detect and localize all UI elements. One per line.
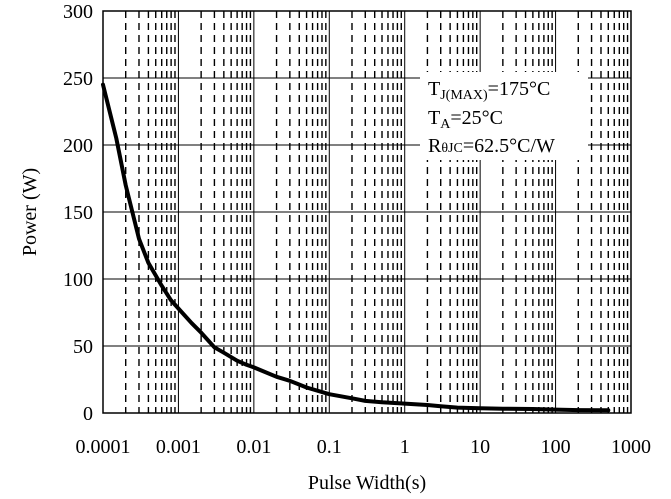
y-tick-label: 150 [63,202,93,224]
x-tick-label: 0.001 [156,436,201,458]
annotation-r-main: R [428,135,442,157]
y-axis-title: Power (W) [19,168,41,256]
x-tick-label: 100 [541,436,571,458]
annotation-r-sub: θJC [441,141,463,156]
annotation-box: TJ(MAX)=175°C TA=25°C RθJC=62.5°C/W [420,72,588,160]
series-line [101,82,611,413]
x-tick-label: 10 [470,436,490,458]
tick-labels: 0.0001 0.001 0.01 0.1 1 10 100 1000 0 50 100 150 200… [63,1,651,458]
x-tick-label: 1 [400,436,410,458]
annotation-tj-sub: J(MAX) [440,88,488,103]
y-tick-label: 50 [73,336,93,358]
y-tick-label: 200 [63,135,93,157]
plot-frame [102,10,632,414]
x-tick-label: 1000 [611,436,651,458]
annotation-line-tj: TJ(MAX)=175°C [428,78,550,103]
grid [102,10,631,414]
annotation-tj-main: T [428,78,440,100]
annotation-ta-main: T [428,107,440,129]
annotation-tj-rest: =175°C [488,78,551,100]
y-tick-label: 300 [63,1,93,23]
y-tick-label: 0 [83,403,93,425]
annotation-line-ta: TA=25°C [428,107,503,132]
annotation-ta-sub: A [440,117,451,132]
annotation-line-rthjc: RθJC=62.5°C/W [428,135,555,157]
y-tick-label: 250 [63,68,93,90]
x-tick-label: 0.1 [317,436,342,458]
annotation-r-rest: =62.5°C/W [463,135,555,157]
series-layer [101,82,611,413]
plot-border [102,10,632,414]
annotation-ta-rest: =25°C [450,107,503,129]
x-tick-label: 0.0001 [76,436,131,458]
x-tick-label: 0.01 [236,436,271,458]
x-axis-title: Pulse Width(s) [308,472,426,494]
y-tick-label: 100 [63,269,93,291]
